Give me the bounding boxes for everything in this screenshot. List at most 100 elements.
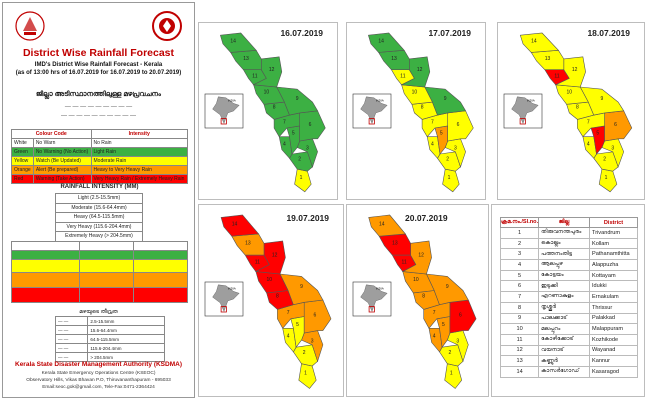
district-number-label: 13 (243, 56, 249, 62)
district-number: 14 (499, 365, 540, 378)
rainfall-ml-label: — — (54, 325, 89, 335)
colour-code-intensity: Very Heavy Rain / Extremely Heavy Rain (90, 174, 188, 184)
district-number-label: 13 (545, 56, 551, 62)
kerala-highlight-box (368, 306, 375, 313)
kerala-highlight-box (519, 118, 526, 125)
district-number-label: 14 (232, 222, 238, 228)
inset-label: INDIA (527, 99, 535, 103)
district-region (220, 214, 260, 237)
district-name: Kasaragod (588, 365, 639, 378)
colour-code-colour: Yellow (11, 156, 34, 166)
district-number-label: 7 (431, 120, 434, 126)
rainfall-ml-title: മഴയുടെ തീവ്രത (79, 309, 118, 315)
district-number-label: 7 (283, 120, 286, 126)
district-name: Pathanamthitta (588, 248, 639, 261)
district-number-label: 3 (456, 338, 459, 344)
district-number-label: 10 (267, 277, 273, 283)
rainfall-ml-label: — — (54, 352, 89, 362)
district-name: Alappuzha (588, 259, 639, 271)
district-number-label: 14 (531, 39, 537, 45)
col-district-header: District (588, 217, 639, 228)
district-row: 10 മലപ്പുറം Malappuram (499, 323, 639, 335)
district-number-label: 10 (412, 90, 418, 96)
district-name-ml: തൃശ്ശൂർ (538, 301, 590, 314)
colour-code-row: Yellow Watch (Be Updated) Moderate Rain (11, 156, 188, 166)
district-table: ക്രമ.നം./Sl.no. ജില്ല District 1 തിരുവനന്… (499, 217, 639, 378)
district-number: 6 (499, 280, 540, 293)
district-name-ml: പാലക്കാട് (538, 312, 590, 325)
district-number-label: 3 (311, 338, 314, 344)
district-number: 3 (499, 248, 540, 261)
district-number-label: 3 (454, 146, 457, 152)
rainfall-intensity-title: RAINFALL INTENSITY (MM) (60, 184, 139, 190)
district-name-ml: കണ്ണൂർ (538, 355, 590, 367)
district-number-label: 5 (296, 322, 299, 328)
district-region (298, 363, 317, 389)
district-row: 11 കോഴിക്കോട് Kozhikode (499, 333, 639, 346)
malayalam-subtitle: — — — — — — — — — (64, 104, 133, 110)
district-number: 9 (499, 312, 540, 325)
colour-code-row: Orange Alert (Be prepared) Heavy to Very H… (11, 165, 188, 175)
rainfall-ml-value: 64.5-115.5mm (87, 334, 165, 344)
district-region (400, 56, 431, 88)
district-number-label: 5 (440, 131, 443, 137)
district-region (554, 56, 586, 88)
district-row: 7 എറണാകുളം Ernakulam (499, 291, 639, 303)
district-name: Kozhikode (588, 333, 639, 346)
district-region (582, 136, 597, 159)
ksdma-logo-icon (152, 11, 182, 41)
kerala-highlight-box (368, 118, 375, 125)
district-name-ml: കോട്ടയം (538, 269, 590, 282)
district-name: Wayanad (588, 344, 639, 357)
rainfall-ml-label: — — (54, 334, 89, 344)
rainfall-intensity-row: Moderate (15.6-64.4mm) (55, 202, 143, 213)
district-number-label: 12 (572, 67, 578, 73)
district-region (425, 273, 469, 306)
district-name: Kollam (588, 237, 639, 250)
colour-code-row: Green No Warning (No Action) Light Rain (11, 147, 188, 157)
rainfall-intensity-row: Very Heavy (115.6-204.4mm) (55, 221, 143, 232)
rainfall-intensity-row: Extremely Heavy (> 204.5mm) (55, 231, 143, 242)
rainfall-ml-value: 115.6-204.4mm (87, 343, 165, 353)
district-number: 1 (499, 227, 540, 239)
district-number-label: 4 (283, 141, 286, 147)
colour-code-intensity: Light Rain (90, 147, 188, 157)
district-name-ml: മലപ്പുറം (538, 323, 590, 335)
district-region (579, 86, 625, 116)
district-number-label: 2 (603, 156, 606, 162)
district-number-label: 12 (418, 252, 424, 258)
colour-code-code: No Warning (No Action) (32, 147, 92, 157)
rainfall-intensity-row: Heavy (64.5-115.5mm) (55, 212, 143, 223)
district-number: 10 (499, 323, 540, 335)
issue-time: (as of 13:00 hrs of 16.07.2019 for 16.07… (15, 70, 182, 76)
district-row: 2 കൊല്ലം Kollam (499, 237, 639, 250)
district-region (278, 136, 293, 159)
district-number-label: 1 (300, 175, 303, 181)
district-number: 11 (499, 333, 540, 346)
district-number-label: 8 (421, 105, 424, 111)
kerala-highlight-box (220, 118, 227, 125)
district-region (426, 136, 441, 159)
district-number: 8 (499, 301, 540, 314)
district-region (254, 240, 286, 275)
district-row: 5 കോട്ടയം Kottayam (499, 269, 639, 282)
forecast-map: 1 2 3 4 5 6 7 8 9 10 11 12 13 14 INDIA 16.07.2019 (198, 22, 338, 200)
district-region (401, 240, 432, 275)
district-number-label: 2 (449, 350, 452, 356)
kerala-highlight-box (220, 306, 227, 313)
authority-line-3: Email:seoc.gok@gmail.com, Tele-Fax:0471-… (42, 385, 155, 390)
forecast-subtitle: IMD's District Wise Rainfall Forecast - … (34, 62, 163, 68)
district-number-label: 5 (292, 131, 295, 137)
district-region (444, 363, 463, 389)
district-number-label: 9 (444, 96, 447, 102)
district-number-label: 12 (269, 67, 275, 73)
district-row: 3 പത്തനംതിട്ട Pathanamthitta (499, 248, 639, 261)
district-name: Idukki (588, 280, 639, 293)
district-number-label: 9 (296, 96, 299, 102)
district-name-ml: വയനാട് (538, 344, 590, 357)
district-region (442, 168, 460, 193)
district-number-label: 4 (433, 334, 436, 340)
district-region (252, 56, 283, 88)
district-number-label: 9 (601, 96, 604, 102)
district-name-ml: കോഴിക്കോട് (538, 333, 590, 346)
